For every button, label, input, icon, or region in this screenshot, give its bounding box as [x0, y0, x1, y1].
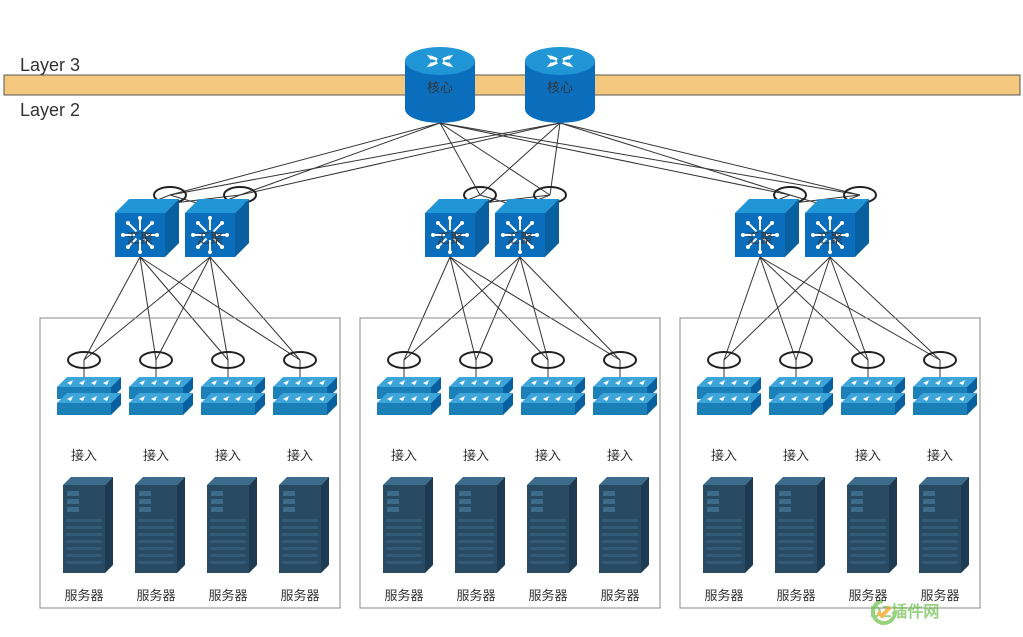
server-label: 服务器 [848, 585, 887, 604]
agg-label: 汇聚 [507, 228, 533, 247]
core-label: 核心 [547, 77, 573, 96]
server-icon [599, 477, 649, 573]
access-label: 接入 [215, 445, 241, 464]
access-label: 接入 [607, 445, 633, 464]
server-icon [775, 477, 825, 573]
agg-label: 汇聚 [127, 228, 153, 247]
access-switch-icon [769, 377, 833, 415]
server-icon [847, 477, 897, 573]
access-switch-icon [913, 377, 977, 415]
access-label: 接入 [783, 445, 809, 464]
access-switch-icon [697, 377, 761, 415]
access-label: 接入 [287, 445, 313, 464]
server-label: 服务器 [64, 585, 103, 604]
access-label: 接入 [71, 445, 97, 464]
access-switch-icon [273, 377, 337, 415]
access-switch-icon [377, 377, 441, 415]
access-switch-icon [841, 377, 905, 415]
server-label: 服务器 [456, 585, 495, 604]
access-switch-icon [449, 377, 513, 415]
topology-svg [0, 0, 1023, 637]
agg-label: 汇聚 [197, 228, 223, 247]
access-label: 接入 [855, 445, 881, 464]
server-label: 服务器 [600, 585, 639, 604]
server-icon [383, 477, 433, 573]
icons [57, 47, 977, 573]
access-label: 接入 [463, 445, 489, 464]
access-switch-icon [521, 377, 585, 415]
access-switch-icon [129, 377, 193, 415]
server-icon [207, 477, 257, 573]
layer3-label: Layer 3 [20, 55, 80, 76]
server-icon [455, 477, 505, 573]
server-label: 服务器 [528, 585, 567, 604]
server-label: 服务器 [384, 585, 423, 604]
layer2-label: Layer 2 [20, 100, 80, 121]
server-icon [63, 477, 113, 573]
core-label: 核心 [427, 77, 453, 96]
server-icon [919, 477, 969, 573]
agg-label: 汇聚 [437, 228, 463, 247]
server-label: 服务器 [920, 585, 959, 604]
server-label: 服务器 [136, 585, 175, 604]
server-icon [703, 477, 753, 573]
access-label: 接入 [711, 445, 737, 464]
server-icon [279, 477, 329, 573]
access-switch-icon [57, 377, 121, 415]
server-icon [135, 477, 185, 573]
server-icon [527, 477, 577, 573]
agg-label: 汇聚 [747, 228, 773, 247]
access-switch-icon [201, 377, 265, 415]
server-label: 服务器 [280, 585, 319, 604]
access-label: 接入 [927, 445, 953, 464]
access-label: 接入 [143, 445, 169, 464]
access-label: 接入 [391, 445, 417, 464]
agg-label: 汇聚 [817, 228, 843, 247]
server-label: 服务器 [208, 585, 247, 604]
access-label: 接入 [535, 445, 561, 464]
server-label: 服务器 [776, 585, 815, 604]
access-switch-icon [593, 377, 657, 415]
server-label: 服务器 [704, 585, 743, 604]
